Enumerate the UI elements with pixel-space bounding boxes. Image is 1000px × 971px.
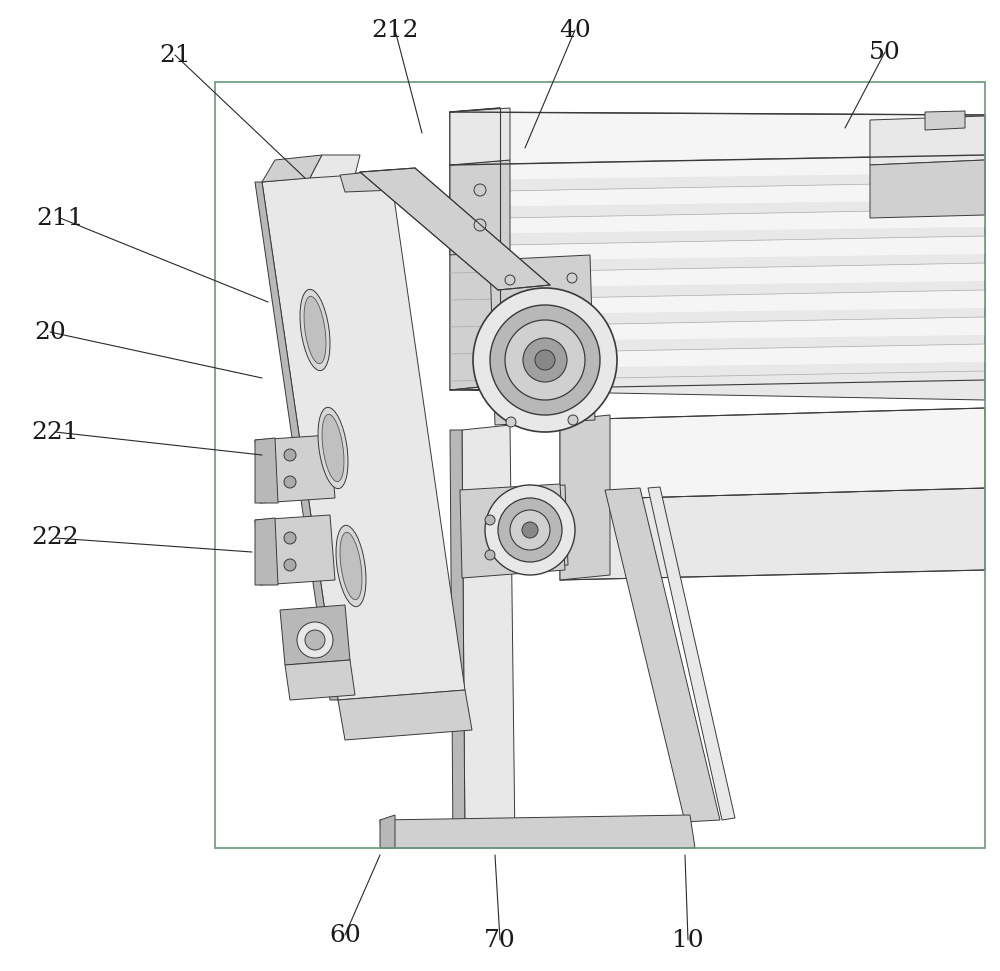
Polygon shape (380, 815, 695, 848)
Polygon shape (340, 170, 395, 192)
Polygon shape (560, 488, 985, 580)
Polygon shape (450, 344, 985, 369)
Polygon shape (380, 815, 395, 848)
Circle shape (490, 305, 600, 415)
Polygon shape (255, 515, 335, 585)
Polygon shape (338, 690, 472, 740)
Polygon shape (450, 236, 985, 261)
Circle shape (284, 449, 296, 461)
Polygon shape (262, 155, 322, 182)
Circle shape (527, 513, 537, 523)
Circle shape (568, 415, 578, 425)
Polygon shape (255, 435, 335, 503)
Circle shape (474, 184, 486, 196)
Circle shape (485, 550, 495, 560)
Circle shape (297, 622, 333, 658)
Circle shape (498, 498, 562, 562)
Polygon shape (450, 155, 985, 180)
Polygon shape (450, 108, 500, 390)
Polygon shape (360, 168, 550, 290)
Circle shape (505, 275, 515, 285)
Circle shape (535, 350, 555, 370)
Polygon shape (255, 518, 278, 585)
Circle shape (284, 476, 296, 488)
Text: 50: 50 (869, 41, 901, 63)
Polygon shape (255, 438, 278, 503)
Text: 40: 40 (559, 18, 591, 42)
Circle shape (305, 630, 325, 650)
Ellipse shape (340, 532, 362, 600)
Circle shape (567, 273, 577, 283)
Polygon shape (450, 112, 985, 165)
Circle shape (505, 320, 585, 400)
Ellipse shape (304, 296, 326, 364)
Polygon shape (280, 605, 350, 665)
Ellipse shape (300, 289, 330, 371)
Polygon shape (460, 484, 565, 578)
Polygon shape (255, 182, 338, 700)
Text: 70: 70 (484, 928, 516, 952)
Polygon shape (605, 488, 720, 822)
Polygon shape (450, 290, 985, 315)
Polygon shape (490, 255, 595, 425)
Bar (215, 82, 985, 848)
Ellipse shape (318, 408, 348, 488)
Ellipse shape (322, 415, 344, 482)
Polygon shape (648, 487, 735, 820)
Text: 222: 222 (31, 526, 79, 550)
Polygon shape (488, 485, 568, 570)
Polygon shape (450, 263, 985, 288)
Polygon shape (450, 160, 510, 255)
Polygon shape (560, 408, 985, 500)
Polygon shape (870, 160, 985, 218)
Polygon shape (450, 430, 465, 845)
Text: 10: 10 (672, 928, 704, 952)
Circle shape (284, 532, 296, 544)
Text: 21: 21 (159, 44, 191, 66)
Circle shape (474, 219, 486, 231)
Polygon shape (450, 182, 985, 207)
Polygon shape (450, 155, 985, 400)
Text: 212: 212 (371, 18, 419, 42)
Circle shape (522, 522, 538, 538)
Ellipse shape (336, 525, 366, 607)
Polygon shape (310, 155, 360, 178)
Text: 60: 60 (329, 923, 361, 947)
Polygon shape (450, 108, 510, 165)
Circle shape (485, 485, 575, 575)
Circle shape (284, 559, 296, 571)
Polygon shape (450, 209, 985, 234)
Polygon shape (450, 317, 985, 342)
Circle shape (510, 510, 550, 550)
Polygon shape (925, 111, 965, 130)
Text: 20: 20 (34, 320, 66, 344)
Circle shape (473, 288, 617, 432)
Polygon shape (285, 660, 355, 700)
Text: 211: 211 (36, 207, 84, 229)
Polygon shape (462, 425, 515, 845)
Polygon shape (262, 170, 465, 700)
Circle shape (523, 338, 567, 382)
Circle shape (506, 417, 516, 427)
Polygon shape (870, 116, 985, 165)
Circle shape (485, 515, 495, 525)
Polygon shape (560, 415, 610, 580)
Text: 221: 221 (31, 420, 79, 444)
